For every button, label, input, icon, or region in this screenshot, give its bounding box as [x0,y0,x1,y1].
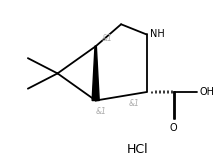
Polygon shape [92,46,99,100]
Text: OH: OH [200,87,215,97]
Text: NH: NH [150,29,165,39]
Text: HCl: HCl [127,143,149,156]
Text: &1: &1 [95,107,106,116]
Text: O: O [170,122,177,133]
Text: &1: &1 [128,99,139,108]
Text: &1: &1 [102,34,113,43]
